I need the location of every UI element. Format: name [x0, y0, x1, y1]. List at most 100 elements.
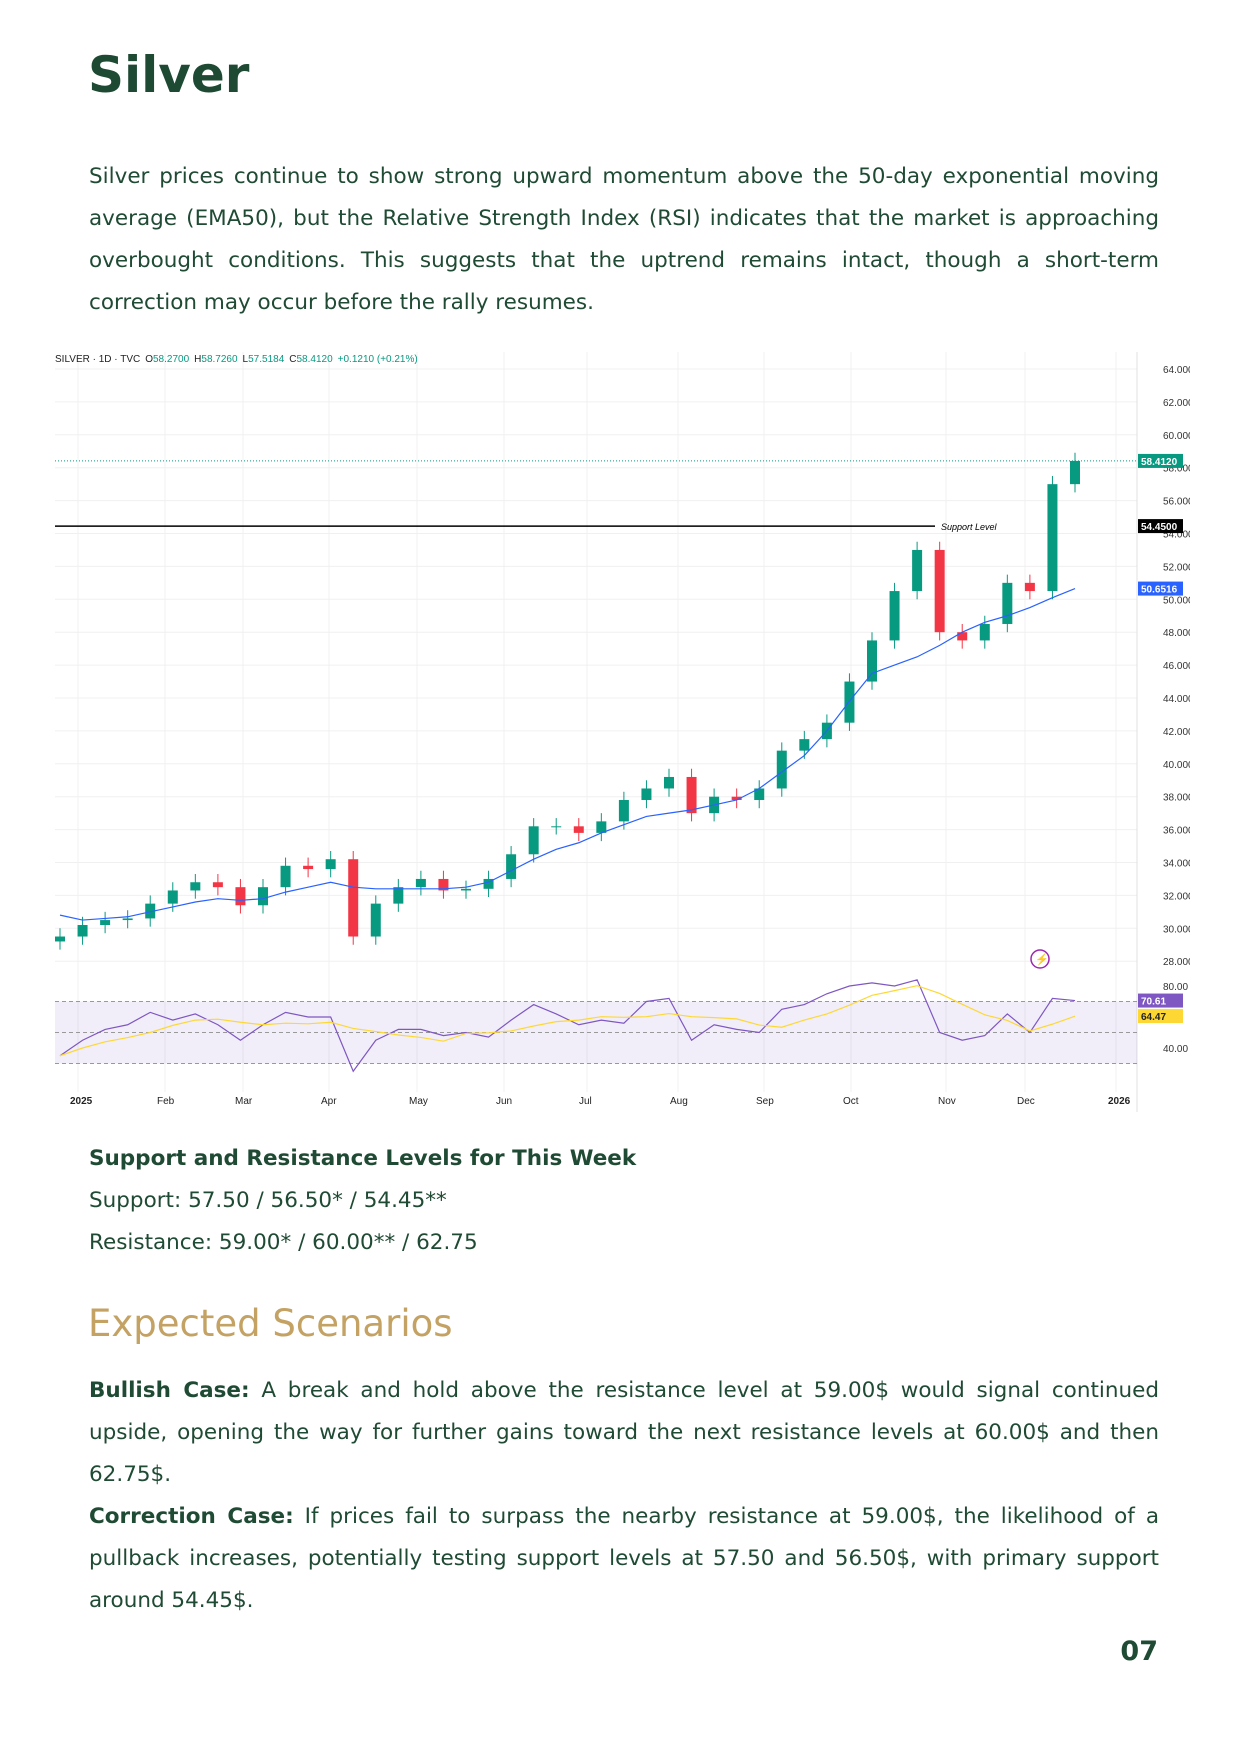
candle [664, 776, 674, 789]
intro-paragraph: Silver prices continue to show strong up… [89, 164, 1159, 315]
candle [979, 623, 990, 641]
support-price-tag: 54.4500 [1141, 522, 1178, 533]
rsi-tag: 70.61 [1141, 997, 1166, 1008]
header-h-label: H [194, 354, 201, 365]
rsi-tick-label: 80.00 [1163, 982, 1188, 993]
candle [1024, 582, 1035, 592]
candle [889, 591, 900, 641]
candle [867, 640, 877, 682]
candle [370, 903, 381, 937]
candle [528, 826, 539, 855]
candle [415, 878, 426, 888]
candle [258, 887, 268, 906]
x-tick-label: Mar [235, 1096, 253, 1107]
rsi-ma-tag-bg [1138, 1009, 1183, 1024]
y-tick-label: 46.0000 [1163, 661, 1190, 672]
y-tick-label: 36.0000 [1163, 826, 1190, 837]
bullish-label: Bullish Case: [89, 1378, 250, 1403]
candle [235, 887, 246, 906]
correction-case: Correction Case: If prices fail to surpa… [89, 1496, 1159, 1622]
candle [912, 549, 923, 592]
page-title: Silver [88, 46, 250, 104]
last-price-tag-bg [1138, 453, 1183, 468]
x-tick-label: Jun [496, 1096, 512, 1107]
header-o-label: O [145, 354, 153, 365]
candle [731, 796, 742, 800]
y-tick-label: 62.0000 [1163, 398, 1190, 409]
resistance-levels: Resistance: 59.00* / 60.00** / 62.75 [89, 1230, 478, 1255]
y-tick-label: 44.0000 [1163, 694, 1190, 705]
rsi-ma-tag: 64.47 [1141, 1012, 1166, 1023]
candle [506, 854, 517, 879]
candle [122, 918, 133, 921]
y-tick-label: 50.0000 [1163, 595, 1190, 606]
candle [190, 882, 201, 891]
x-tick-label: Dec [1017, 1096, 1035, 1107]
candle [461, 888, 471, 891]
candle [686, 776, 697, 814]
header-l-label: L [243, 354, 249, 365]
y-tick-label: 28.0000 [1163, 957, 1190, 968]
y-tick-label: 40.0000 [1163, 760, 1190, 771]
candle [573, 826, 584, 833]
y-tick-label: 64.0000 [1163, 365, 1190, 376]
support-price-tag-bg [1138, 519, 1183, 534]
candle [55, 936, 65, 942]
levels-title: Support and Resistance Levels for This W… [89, 1146, 637, 1171]
rsi-line [59, 979, 1076, 1073]
candle [100, 920, 111, 926]
page-number: 07 [1120, 1636, 1158, 1667]
support-levels: Support: 57.50 / 56.50* / 54.45** [89, 1188, 447, 1213]
y-tick-label: 30.0000 [1163, 924, 1190, 935]
rsi-tag-bg [1138, 993, 1183, 1008]
candle [1070, 460, 1080, 485]
candle [438, 878, 449, 891]
x-tick-label: Jul [579, 1096, 592, 1107]
y-tick-label: 34.0000 [1163, 859, 1190, 870]
header-c-label: C [289, 354, 296, 365]
candle [280, 865, 291, 888]
candle [325, 859, 336, 870]
candle [776, 750, 787, 789]
y-tick-label: 52.0000 [1163, 562, 1190, 573]
candle [618, 799, 629, 822]
header-change: +0.1210 (+0.21%) [338, 354, 418, 365]
ema-price-tag-bg [1138, 581, 1183, 596]
rsi-ma-line [59, 985, 1076, 1057]
x-tick-label: May [409, 1096, 428, 1107]
x-tick-label: Feb [157, 1096, 175, 1107]
ema50-line [59, 588, 1076, 921]
support-label: Support Level [941, 522, 998, 532]
candle [1002, 582, 1013, 624]
candle [596, 821, 607, 833]
header-h: 58.7260 [201, 354, 238, 365]
lightning-icon-glyph: ⚡ [1035, 953, 1049, 966]
rsi-tick-label: 40.00 [1163, 1044, 1188, 1055]
scenarios-heading: Expected Scenarios [88, 1302, 453, 1345]
correction-label: Correction Case: [89, 1504, 294, 1529]
x-tick-label: Sep [756, 1096, 774, 1107]
candle [303, 865, 314, 870]
ema-price-tag: 50.6516 [1141, 585, 1178, 596]
candle [934, 549, 945, 633]
header-c: 58.4120 [297, 354, 334, 365]
levels-section: Support and Resistance Levels for This W… [89, 1138, 636, 1264]
candle [641, 788, 652, 800]
x-tick-label: Apr [321, 1096, 337, 1107]
y-tick-label: 38.0000 [1163, 793, 1190, 804]
candle [145, 903, 156, 919]
x-tick-label: Nov [938, 1096, 956, 1107]
silver-price-chart: 64.0000 62.0000 60.0000 58.0000 56.0000 54.00… [55, 352, 1190, 1112]
lightning-icon [1030, 949, 1050, 969]
header-l: 57.5184 [248, 354, 285, 365]
candle [167, 890, 178, 904]
candle [1047, 484, 1058, 592]
y-tick-label: 48.0000 [1163, 628, 1190, 639]
bullish-case: Bullish Case: A break and hold above the… [89, 1370, 1159, 1496]
y-tick-label: 58.0000 [1163, 464, 1190, 475]
candle [348, 859, 359, 937]
scenarios-text: Bullish Case: A break and hold above the… [89, 1370, 1159, 1622]
candle [551, 826, 562, 828]
correction-text: If prices fail to surpass the nearby res… [89, 1504, 1159, 1613]
